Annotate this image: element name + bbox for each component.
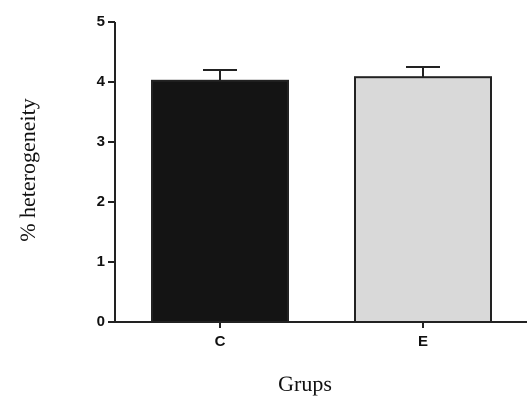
bar	[151, 79, 289, 323]
y-tick-label: 4	[97, 73, 106, 90]
bar	[354, 76, 492, 323]
x-axis-label: Grups	[278, 371, 332, 396]
y-tick-label: 5	[97, 13, 105, 30]
y-axis-label: % heterogeneity	[15, 98, 40, 242]
x-tick-label: E	[418, 333, 428, 350]
y-tick-label: 3	[97, 133, 105, 150]
y-tick-label: 0	[97, 313, 105, 330]
y-tick-label: 2	[97, 193, 105, 210]
y-tick-label: 1	[97, 253, 105, 270]
x-tick-label: C	[215, 333, 226, 350]
